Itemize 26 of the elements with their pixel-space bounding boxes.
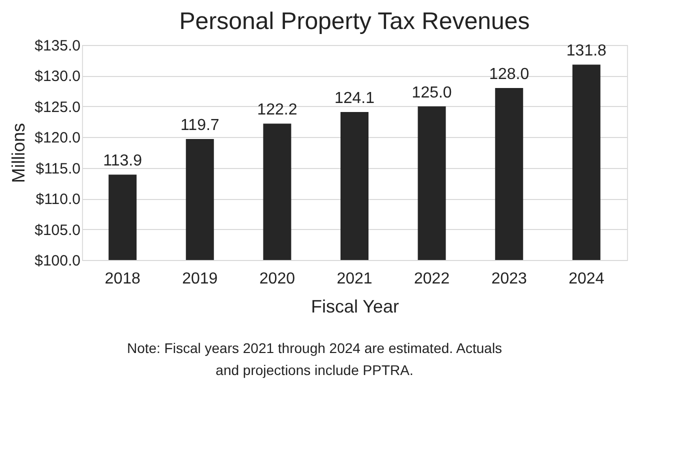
- x-tick-label: 2020: [259, 270, 296, 288]
- x-tick-label: 2019: [182, 270, 218, 288]
- y-axis-title: Millions: [8, 122, 29, 184]
- x-tick-label: 2018: [104, 270, 140, 288]
- data-label: 113.9: [103, 152, 142, 170]
- x-tick-label: 2021: [336, 270, 372, 288]
- x-tick-label: 2022: [414, 270, 450, 288]
- data-label: 122.2: [257, 102, 298, 119]
- y-tick-label: $125.0: [34, 98, 80, 116]
- y-tick-label: $110.0: [36, 191, 80, 208]
- data-label: 119.7: [180, 116, 220, 134]
- x-axis-title: Fiscal Year: [310, 296, 400, 316]
- data-label: 125.0: [412, 84, 452, 102]
- text: Note: Fiscal years 2021 through 2024 are estimated. Actuals and projections include PPTRA.: [126, 340, 502, 378]
- x-tick-label: 2023: [491, 270, 528, 288]
- y-tick-label: $115.0: [36, 160, 80, 178]
- chart-title: Personal Property Tax Revenues: [179, 8, 530, 35]
- y-tick-label: $120.0: [34, 130, 80, 147]
- y-tick-label: $105.0: [34, 222, 80, 239]
- y-tick-label: $100.0: [34, 252, 80, 270]
- data-label: 124.1: [334, 90, 375, 107]
- data-label: 131.8: [566, 42, 607, 60]
- y-tick-label: $135.0: [34, 38, 80, 54]
- data-label: 128.0: [489, 66, 530, 83]
- x-tick-label: 2024: [568, 270, 604, 288]
- y-tick-label: $130.0: [34, 68, 80, 86]
